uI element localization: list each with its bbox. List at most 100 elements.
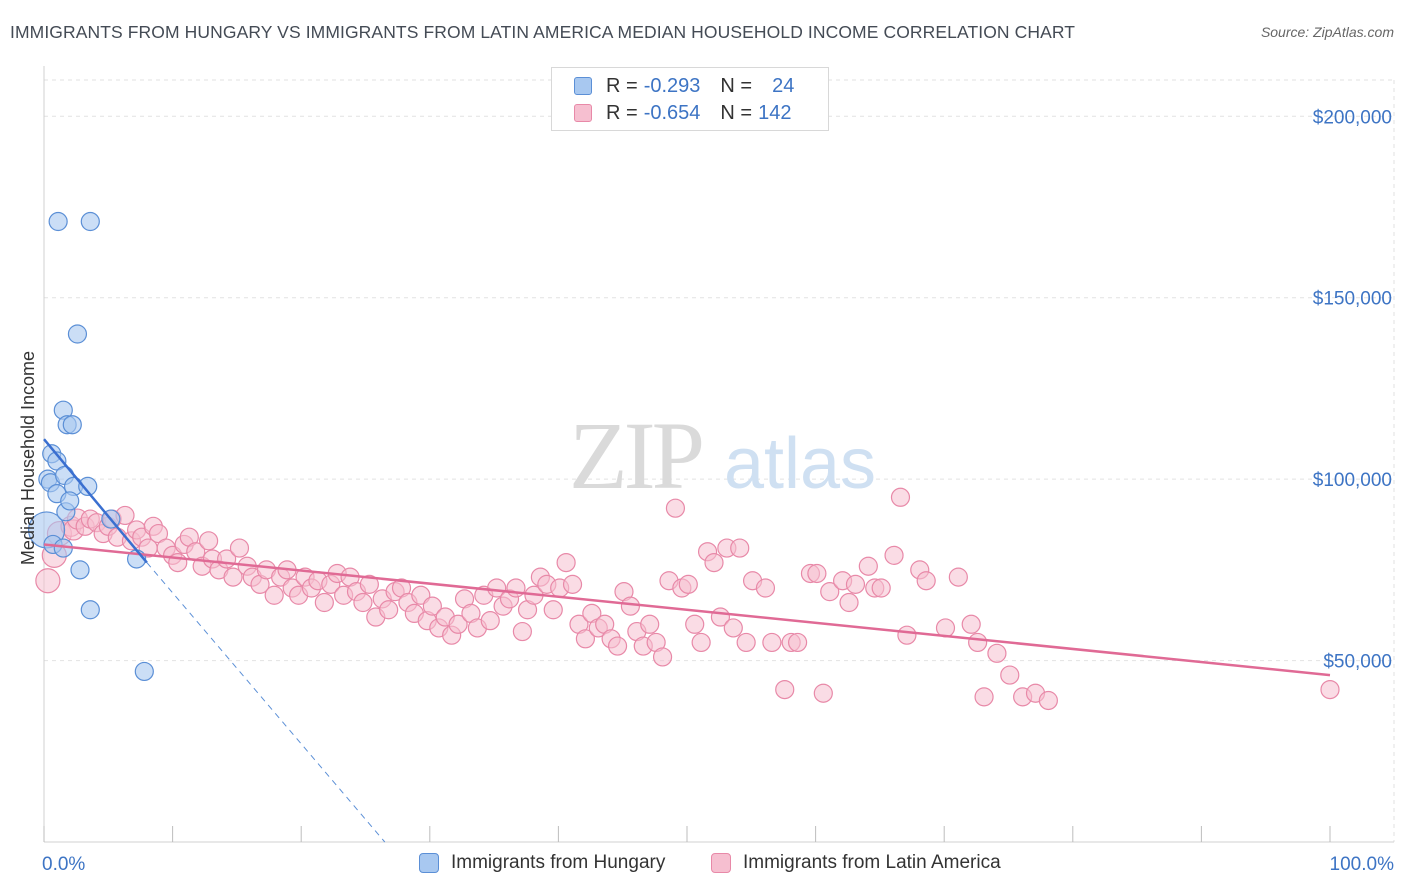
bottom-legend: Immigrants from Hungary Immigrants from … xyxy=(0,852,1406,878)
latin-america-point xyxy=(422,596,442,616)
latin-america-trend-line xyxy=(43,543,1331,677)
latin-america-point xyxy=(775,679,795,700)
latin-america-point xyxy=(704,552,724,573)
latin-america-point xyxy=(974,687,994,707)
hungary-point xyxy=(78,476,98,496)
chart-title: IMMIGRANTS FROM HUNGARY VS IMMIGRANTS FR… xyxy=(10,22,1076,42)
latin-america-point xyxy=(897,625,917,645)
latin-america-point xyxy=(652,647,673,667)
latin-america-point xyxy=(916,571,936,591)
latin-america-point xyxy=(820,582,840,602)
hungary-point xyxy=(80,211,100,232)
latin-america-point xyxy=(35,568,61,594)
bottom-legend-hungary: Immigrants from Hungary xyxy=(419,852,665,874)
y-axis-label: Median Household Income xyxy=(18,351,38,565)
latin-america-point xyxy=(448,614,468,634)
hungary-point xyxy=(60,491,80,511)
bottom-legend-hungary-label: Immigrants from Hungary xyxy=(451,852,666,873)
latin-america-point xyxy=(723,618,743,638)
legend-r-label: R = xyxy=(606,101,638,124)
latin-america-point xyxy=(730,538,750,558)
latin-america-point xyxy=(665,498,686,518)
watermark-atlas: atlas xyxy=(724,424,876,504)
latin-america-point xyxy=(607,636,628,656)
legend-r-value: -0.654 xyxy=(643,101,701,124)
x-tick-label-start: 0.0% xyxy=(42,854,85,875)
y-tick-label: $50,000 xyxy=(1323,652,1392,673)
latin-america-point xyxy=(264,585,284,605)
trend-lines xyxy=(43,438,1331,843)
watermark-zip: ZIP xyxy=(569,402,702,509)
latin-america-point xyxy=(678,574,698,594)
latin-america-point xyxy=(968,632,988,653)
latin-america-point xyxy=(199,531,219,551)
hungary-point xyxy=(48,211,68,232)
latin-america-point xyxy=(1038,690,1058,711)
x-tick-labels: 0.0% 100.0% xyxy=(42,854,1394,875)
latin-america-points xyxy=(35,487,1340,711)
latin-america-point xyxy=(229,538,250,558)
hungary-points xyxy=(27,211,154,682)
legend-swatch-hungary xyxy=(574,77,592,95)
grid-lines xyxy=(44,79,1395,842)
latin-america-point xyxy=(839,592,859,613)
latin-america-point xyxy=(755,578,776,598)
latin-america-point xyxy=(353,592,373,613)
latin-america-point xyxy=(884,545,904,565)
latin-america-point xyxy=(480,611,500,631)
hungary-point xyxy=(67,324,88,344)
latin-america-point xyxy=(961,614,981,634)
legend-row-latin: R = -0.654 N = 142 xyxy=(574,101,791,125)
latin-america-point xyxy=(890,487,911,507)
y-tick-labels: $50,000 $100,000 $150,000 $200,000 xyxy=(1313,107,1392,672)
latin-america-point xyxy=(575,629,596,649)
hungary-point xyxy=(70,560,90,580)
legend-box: R = -0.293 N = 24 R = -0.654 N = 142 xyxy=(551,67,829,131)
latin-america-point xyxy=(543,600,563,620)
latin-america-point xyxy=(1000,665,1020,685)
latin-america-point xyxy=(620,596,641,616)
hungary-point xyxy=(134,661,154,682)
chart-source: Source: ZipAtlas.com xyxy=(1260,24,1394,40)
legend-n-label: N = xyxy=(720,74,753,97)
latin-america-point xyxy=(314,592,334,613)
latin-america-point xyxy=(562,574,583,594)
y-tick-label: $100,000 xyxy=(1313,470,1392,491)
legend-n-value: 24 xyxy=(772,74,795,97)
latin-america-point xyxy=(359,574,379,594)
axes xyxy=(43,66,1394,843)
watermark: ZIP atlas xyxy=(569,402,876,509)
latin-america-point xyxy=(506,578,526,598)
bottom-legend-latin: Immigrants from Latin America xyxy=(711,852,1001,874)
hungary-point xyxy=(80,600,100,620)
latin-america-point xyxy=(1320,679,1340,700)
latin-america-point xyxy=(807,563,827,584)
latin-america-point xyxy=(987,643,1007,663)
hungary-trend-line xyxy=(43,438,148,564)
latin-america-point xyxy=(787,632,808,653)
latin-america-point xyxy=(556,552,576,573)
latin-america-point xyxy=(871,578,891,598)
latin-america-point xyxy=(640,614,660,634)
latin-america-point xyxy=(691,632,711,653)
hungary-point xyxy=(62,415,82,435)
latin-america-point xyxy=(379,600,399,620)
legend-r-label: R = xyxy=(606,74,638,97)
hungary-trend-line-extended xyxy=(146,562,386,843)
bottom-legend-swatch-latin xyxy=(711,853,731,873)
bottom-legend-swatch-hungary xyxy=(419,853,439,873)
latin-america-point xyxy=(685,614,705,634)
legend-swatch-latin xyxy=(574,104,592,122)
latin-america-point xyxy=(487,578,507,598)
latin-america-point xyxy=(813,683,833,703)
legend-n-label: N = xyxy=(720,101,753,124)
latin-america-point xyxy=(858,556,878,576)
bottom-legend-latin-label: Immigrants from Latin America xyxy=(743,852,1001,873)
latin-america-point xyxy=(762,632,782,653)
latin-america-point xyxy=(736,632,756,653)
legend-n-value: 142 xyxy=(758,101,792,124)
y-tick-label: $150,000 xyxy=(1313,289,1392,310)
x-tick-label-end: 100.0% xyxy=(1330,854,1395,875)
latin-america-point xyxy=(512,621,532,642)
